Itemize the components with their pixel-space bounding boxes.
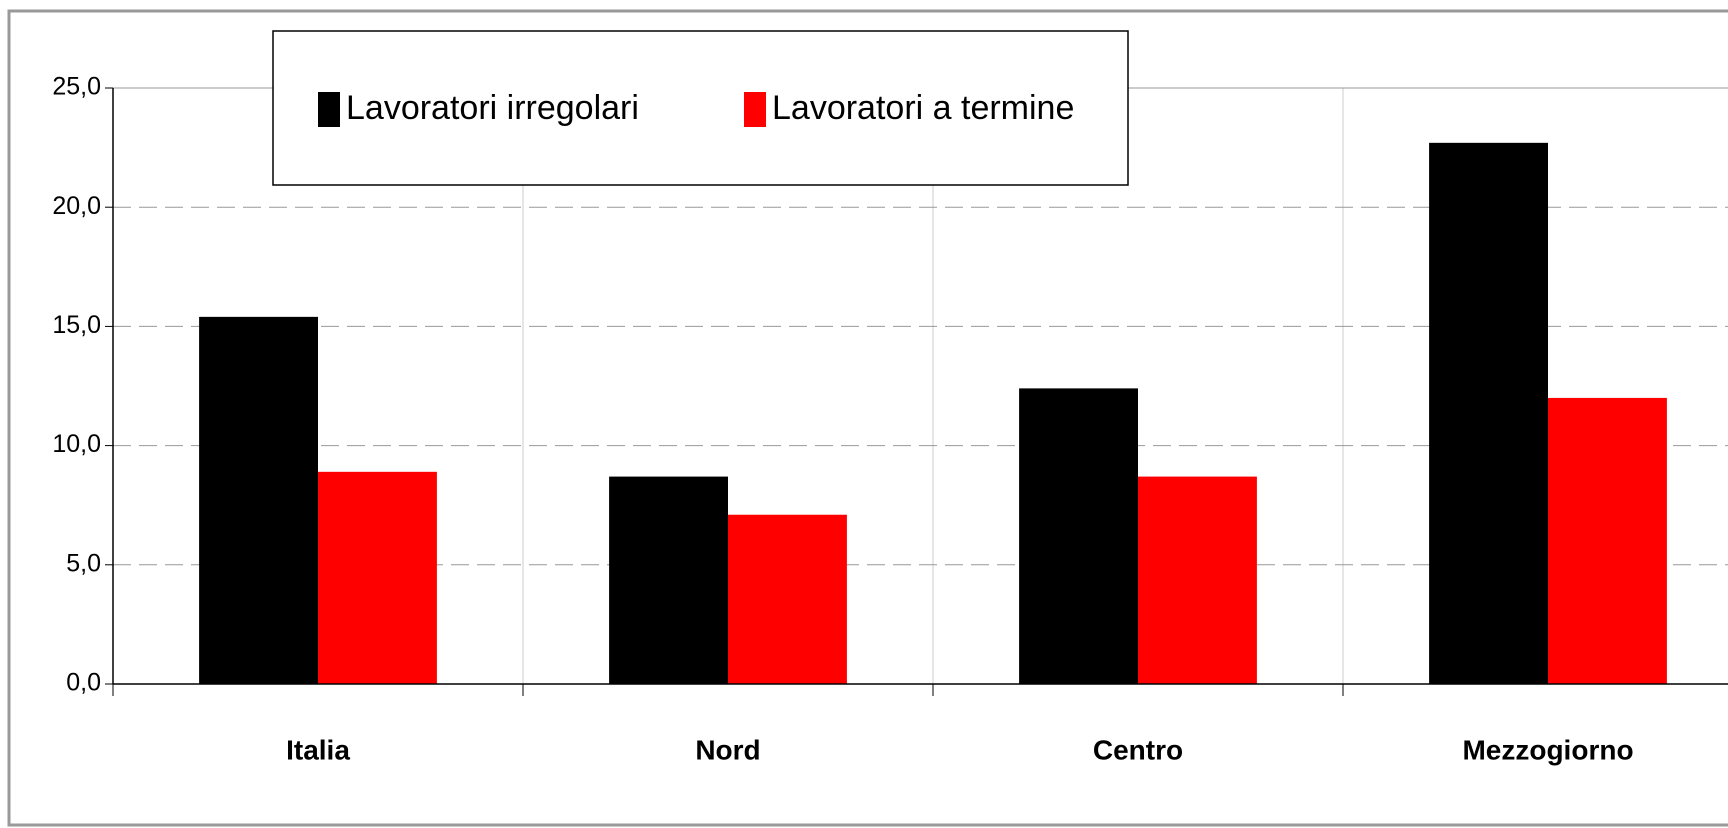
x-tick-label: Mezzogiorno	[1462, 734, 1633, 765]
bar	[1548, 397, 1667, 684]
bar	[1138, 476, 1257, 684]
bar	[728, 514, 847, 684]
legend-swatch	[318, 92, 340, 127]
y-tick-label: 0,0	[66, 669, 101, 697]
legend-label: Lavoratori irregolari	[346, 89, 639, 127]
y-tick-label: 25,0	[52, 73, 101, 101]
bar	[318, 471, 437, 684]
legend-label: Lavoratori a termine	[772, 89, 1074, 127]
bar	[609, 476, 728, 684]
y-tick-label: 5,0	[66, 549, 101, 577]
x-tick-label: Nord	[695, 734, 760, 765]
x-tick-label: Italia	[286, 734, 350, 765]
y-tick-label: 10,0	[52, 430, 101, 458]
bar	[1019, 388, 1138, 684]
legend-swatch	[744, 92, 766, 127]
x-tick-label: Centro	[1093, 734, 1183, 765]
y-tick-label: 20,0	[52, 192, 101, 220]
y-tick-label: 15,0	[52, 311, 101, 339]
legend-box	[272, 30, 1129, 186]
legend: Lavoratori irregolari Lavoratori a termin…	[272, 30, 1129, 186]
bar	[1429, 142, 1548, 684]
bar	[199, 316, 318, 684]
